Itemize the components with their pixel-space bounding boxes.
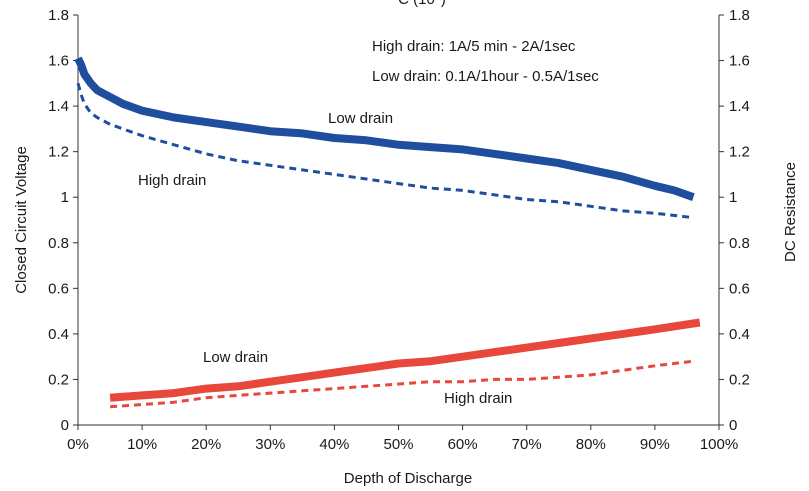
y-tick-label-left: 0.2	[48, 371, 69, 388]
label-low-drain-resistance: Low drain	[203, 349, 268, 366]
y-axis-left: 0 0.2 0.4 0.6 0.8 1 1.2 1.4 1.6 1.8	[48, 7, 78, 434]
chart-title-fragment: C (10°)	[398, 0, 446, 8]
y-tick-label-left: 0.4	[48, 326, 69, 343]
x-tick-label: 40%	[319, 436, 349, 453]
x-tick-label: 20%	[191, 436, 221, 453]
y-tick-label-left: 1.8	[48, 7, 69, 24]
x-tick-label: 70%	[512, 436, 542, 453]
y-tick-label-right: 0.4	[729, 326, 750, 343]
y-tick-label-left: 0.8	[48, 235, 69, 252]
y-tick-label-right: 0.8	[729, 235, 750, 252]
y-axis-right: 0 0.2 0.4 0.6 0.8 1 1.2 1.4 1.6 1.8	[719, 7, 750, 434]
y-tick-label-right: 1.4	[729, 98, 750, 115]
y-tick-label-right: 1.6	[729, 53, 750, 70]
y-tick-label-left: 1.6	[48, 53, 69, 70]
y-tick-label-right: 0.6	[729, 280, 750, 297]
label-low-drain-voltage: Low drain	[328, 110, 393, 127]
x-tick-label: 30%	[255, 436, 285, 453]
x-tick-label: 60%	[448, 436, 478, 453]
series-layer	[74, 56, 701, 409]
y-tick-label-right: 0	[729, 417, 737, 434]
legend-note-high-drain: High drain: 1A/5 min - 2A/1sec	[372, 38, 576, 55]
x-tick-label: 80%	[576, 436, 606, 453]
x-tick-label: 0%	[67, 436, 89, 453]
y-tick-label-left: 0.6	[48, 280, 69, 297]
series-line-resistance-low-drain	[109, 318, 701, 402]
x-tick-label: 50%	[383, 436, 413, 453]
label-high-drain-voltage: High drain	[138, 172, 206, 189]
y-tick-label-left: 1.4	[48, 98, 69, 115]
y-axis-title-left: Closed Circuit Voltage	[13, 146, 30, 294]
x-tick-label: 100%	[700, 436, 738, 453]
x-tick-label: 90%	[640, 436, 670, 453]
legend-note-low-drain: Low drain: 0.1A/1hour - 0.5A/1sec	[372, 68, 599, 85]
y-axis-title-right: DC Resistance	[782, 162, 799, 262]
y-tick-label-left: 1	[61, 189, 69, 206]
x-tick-label: 10%	[127, 436, 157, 453]
series-line-voltage-low-drain	[74, 56, 695, 201]
series-line-resistance-high-drain	[109, 359, 694, 409]
y-tick-label-right: 1	[729, 189, 737, 206]
x-axis: 0% 10% 20% 30% 40% 50% 60% 70% 80% 90% 100%	[67, 425, 738, 453]
x-axis-title: Depth of Discharge	[344, 470, 472, 487]
y-tick-label-right: 1.8	[729, 7, 750, 24]
y-tick-label-left: 0	[61, 417, 69, 434]
y-tick-label-right: 0.2	[729, 371, 750, 388]
label-high-drain-resistance: High drain	[444, 390, 512, 407]
y-tick-label-right: 1.2	[729, 144, 750, 161]
series-line-voltage-high-drain	[76, 82, 694, 220]
y-tick-label-left: 1.2	[48, 144, 69, 161]
